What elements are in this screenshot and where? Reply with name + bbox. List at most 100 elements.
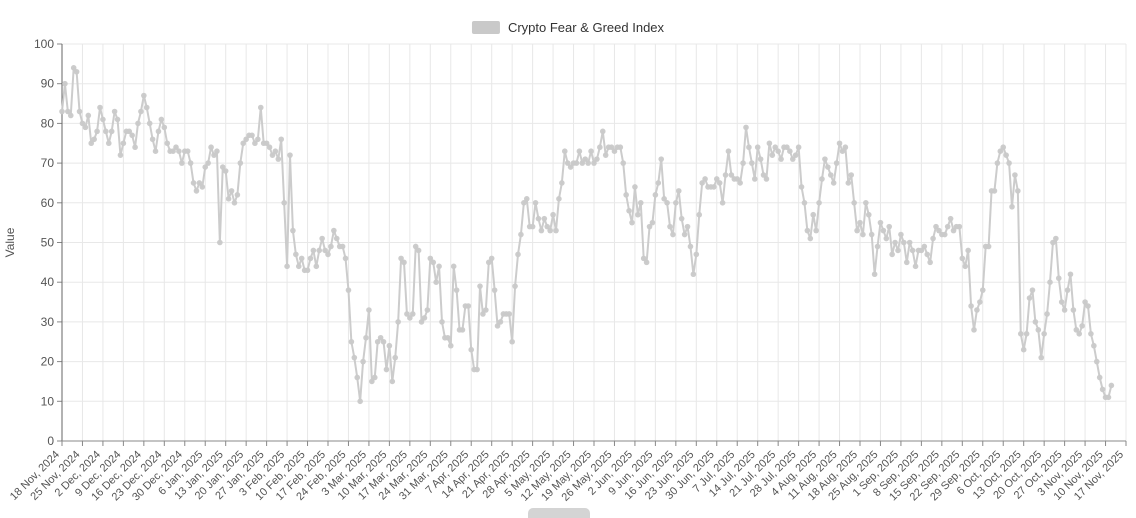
- data-point-marker[interactable]: [386, 342, 393, 349]
- data-point-marker[interactable]: [827, 172, 834, 178]
- data-point-marker[interactable]: [561, 148, 568, 154]
- data-point-marker[interactable]: [933, 223, 939, 230]
- data-point-marker[interactable]: [371, 374, 378, 381]
- data-point-marker[interactable]: [871, 271, 878, 278]
- data-point-marker[interactable]: [459, 327, 466, 333]
- data-point-marker[interactable]: [766, 140, 773, 147]
- data-point-marker[interactable]: [357, 398, 363, 405]
- data-point-marker[interactable]: [1096, 374, 1103, 381]
- data-point-marker[interactable]: [749, 160, 755, 166]
- data-point-marker[interactable]: [155, 128, 162, 135]
- data-point-marker[interactable]: [1000, 144, 1007, 151]
- data-point-marker[interactable]: [363, 334, 369, 341]
- data-point-marker[interactable]: [640, 255, 647, 262]
- data-point-marker[interactable]: [1082, 299, 1088, 305]
- data-point-marker[interactable]: [544, 223, 551, 230]
- data-point-marker[interactable]: [795, 144, 802, 151]
- data-point-marker[interactable]: [886, 223, 893, 230]
- data-point-marker[interactable]: [491, 287, 498, 293]
- data-point-marker[interactable]: [298, 255, 305, 262]
- data-point-marker[interactable]: [474, 366, 480, 373]
- data-point-marker[interactable]: [1032, 319, 1039, 325]
- data-point-marker[interactable]: [860, 231, 866, 238]
- data-point-marker[interactable]: [407, 315, 413, 321]
- data-point-marker[interactable]: [573, 160, 580, 166]
- data-point-marker[interactable]: [687, 243, 694, 250]
- data-point-marker[interactable]: [1108, 382, 1115, 389]
- data-point-marker[interactable]: [608, 144, 615, 151]
- data-point-marker[interactable]: [152, 148, 159, 154]
- data-point-marker[interactable]: [880, 227, 887, 234]
- data-point-marker[interactable]: [541, 215, 548, 222]
- data-point-marker[interactable]: [728, 172, 735, 178]
- data-point-marker[interactable]: [228, 188, 235, 194]
- data-point-marker[interactable]: [699, 180, 705, 186]
- data-point-marker[interactable]: [591, 160, 597, 166]
- data-point-marker[interactable]: [164, 140, 171, 147]
- data-point-marker[interactable]: [97, 104, 103, 111]
- data-point-marker[interactable]: [620, 160, 627, 166]
- data-point-marker[interactable]: [120, 140, 127, 147]
- data-point-marker[interactable]: [436, 263, 442, 270]
- data-point-marker[interactable]: [985, 243, 992, 250]
- data-point-marker[interactable]: [895, 247, 901, 254]
- data-point-marker[interactable]: [234, 192, 241, 198]
- data-point-marker[interactable]: [611, 148, 618, 154]
- data-point-marker[interactable]: [509, 338, 515, 345]
- data-point-marker[interactable]: [903, 259, 910, 266]
- data-point-marker[interactable]: [1099, 386, 1106, 393]
- data-point-marker[interactable]: [664, 200, 670, 206]
- data-point-marker[interactable]: [176, 148, 182, 154]
- data-point-marker[interactable]: [310, 247, 317, 254]
- data-point-marker[interactable]: [222, 168, 229, 174]
- data-point-marker[interactable]: [348, 338, 355, 345]
- data-point-marker[interactable]: [187, 160, 194, 166]
- data-point-marker[interactable]: [716, 180, 723, 186]
- data-point-marker[interactable]: [1093, 358, 1100, 365]
- data-point-marker[interactable]: [307, 255, 314, 262]
- data-point-marker[interactable]: [73, 68, 80, 75]
- data-point-marker[interactable]: [822, 156, 828, 162]
- data-point-marker[interactable]: [1035, 327, 1042, 333]
- data-point-marker[interactable]: [959, 255, 966, 262]
- data-point-marker[interactable]: [395, 319, 401, 325]
- data-point-marker[interactable]: [237, 160, 244, 166]
- data-point-marker[interactable]: [784, 144, 790, 151]
- data-point-marker[interactable]: [1012, 172, 1018, 178]
- data-point-marker[interactable]: [521, 200, 527, 206]
- data-point-marker[interactable]: [1041, 331, 1047, 337]
- data-point-marker[interactable]: [342, 255, 349, 262]
- data-point-marker[interactable]: [892, 239, 898, 246]
- data-point-marker[interactable]: [1020, 346, 1027, 353]
- data-point-marker[interactable]: [512, 283, 518, 289]
- data-point-marker[interactable]: [702, 176, 708, 182]
- data-point-marker[interactable]: [906, 239, 913, 246]
- data-point-marker[interactable]: [857, 219, 863, 226]
- data-point-marker[interactable]: [88, 140, 95, 147]
- data-point-marker[interactable]: [369, 378, 375, 385]
- data-point-marker[interactable]: [398, 255, 404, 262]
- data-point-marker[interactable]: [602, 152, 609, 158]
- data-point-marker[interactable]: [1006, 160, 1012, 166]
- data-point-marker[interactable]: [1085, 303, 1091, 309]
- data-point-marker[interactable]: [865, 211, 872, 218]
- data-point-marker[interactable]: [111, 108, 118, 115]
- data-point-marker[interactable]: [778, 156, 784, 162]
- data-point-marker[interactable]: [380, 338, 387, 345]
- data-point-marker[interactable]: [190, 180, 197, 186]
- data-point-marker[interactable]: [597, 144, 603, 151]
- data-point-marker[interactable]: [690, 271, 697, 278]
- data-point-marker[interactable]: [670, 231, 676, 238]
- data-point-marker[interactable]: [146, 120, 153, 127]
- data-point-marker[interactable]: [819, 176, 825, 182]
- data-point-marker[interactable]: [711, 184, 717, 190]
- data-point-marker[interactable]: [535, 215, 542, 222]
- data-point-marker[interactable]: [319, 235, 325, 242]
- data-point-marker[interactable]: [713, 176, 720, 182]
- data-point-marker[interactable]: [1015, 188, 1021, 194]
- data-point-marker[interactable]: [830, 180, 837, 186]
- data-point-marker[interactable]: [100, 116, 106, 123]
- data-point-marker[interactable]: [1044, 311, 1050, 317]
- data-point-marker[interactable]: [325, 251, 331, 258]
- data-point-marker[interactable]: [787, 148, 793, 154]
